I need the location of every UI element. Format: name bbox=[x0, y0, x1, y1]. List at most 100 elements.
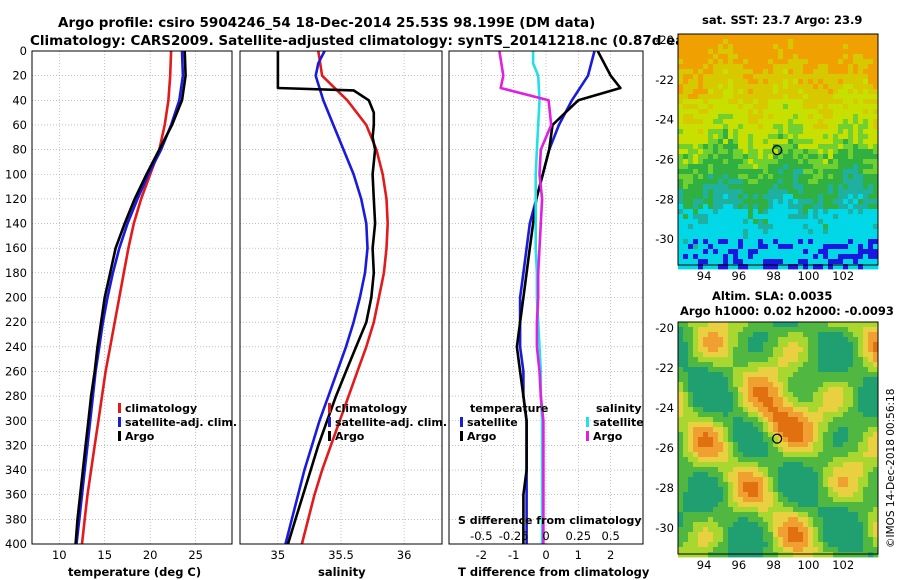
map-cell bbox=[818, 229, 824, 235]
map-cell bbox=[718, 59, 724, 65]
map-cell bbox=[738, 234, 744, 240]
map-cell bbox=[748, 422, 754, 428]
map-cell bbox=[803, 219, 809, 225]
argo-position-marker bbox=[771, 144, 783, 156]
map-cell bbox=[678, 367, 684, 373]
map-cell bbox=[828, 239, 834, 245]
sla-map-image bbox=[678, 322, 879, 558]
map-cell bbox=[713, 184, 719, 190]
map-cell bbox=[778, 224, 784, 230]
map-cell bbox=[773, 84, 779, 90]
map-cell bbox=[798, 79, 804, 85]
map-cell bbox=[768, 477, 774, 483]
map-cell bbox=[798, 199, 804, 205]
s-difference-label: S difference from climatology bbox=[458, 514, 642, 527]
map-cell bbox=[693, 154, 699, 160]
map-cell bbox=[688, 189, 694, 195]
map-cell bbox=[688, 54, 694, 60]
map-cell bbox=[833, 412, 839, 418]
map-cell bbox=[743, 84, 749, 90]
map-cell bbox=[708, 184, 714, 190]
map-cell bbox=[678, 442, 684, 448]
map-cell bbox=[733, 159, 739, 165]
map-cell bbox=[798, 144, 804, 150]
map-cell bbox=[828, 124, 834, 130]
legend-swatch-argo bbox=[328, 431, 331, 441]
map-cell bbox=[738, 362, 744, 368]
map-cell bbox=[718, 104, 724, 110]
map-cell bbox=[753, 442, 759, 448]
map-cell bbox=[823, 482, 829, 488]
map-cell bbox=[723, 407, 729, 413]
map-cell bbox=[703, 259, 709, 265]
map-cell bbox=[768, 522, 774, 528]
map-cell bbox=[718, 502, 724, 508]
map-cell bbox=[698, 552, 704, 558]
map-cell bbox=[678, 39, 684, 45]
map-cell bbox=[703, 397, 709, 403]
map-cell bbox=[733, 189, 739, 195]
map-cell bbox=[843, 387, 849, 393]
map-cell bbox=[708, 139, 714, 145]
map-cell bbox=[858, 134, 864, 140]
map-cell bbox=[693, 159, 699, 165]
map-cell bbox=[783, 412, 789, 418]
map-cell bbox=[698, 139, 704, 145]
map-cell bbox=[813, 109, 819, 115]
map-cell bbox=[783, 552, 789, 558]
map-cell bbox=[773, 169, 779, 175]
map-cell bbox=[713, 322, 719, 328]
map-cell bbox=[743, 367, 749, 373]
map-cell bbox=[853, 522, 859, 528]
map-cell bbox=[773, 457, 779, 463]
map-cell bbox=[788, 547, 794, 553]
map-cell bbox=[758, 497, 764, 503]
map-cell bbox=[853, 79, 859, 85]
sst-map-frame bbox=[677, 33, 879, 266]
map-cell bbox=[768, 94, 774, 100]
map-cell bbox=[748, 94, 754, 100]
map-cell bbox=[778, 537, 784, 543]
x-tick-label: 35.5 bbox=[328, 548, 354, 562]
map-cell bbox=[803, 537, 809, 543]
map-cell bbox=[843, 239, 849, 245]
map-cell bbox=[853, 452, 859, 458]
map-cell bbox=[788, 422, 794, 428]
map-cell bbox=[863, 219, 869, 225]
map-cell bbox=[823, 119, 829, 125]
map-cell bbox=[793, 362, 799, 368]
map-cell bbox=[713, 134, 719, 140]
map-cell bbox=[843, 69, 849, 75]
map-cell bbox=[778, 467, 784, 473]
map-cell bbox=[848, 432, 854, 438]
map-cell bbox=[728, 109, 734, 115]
map-cell bbox=[723, 367, 729, 373]
map-cell bbox=[848, 134, 854, 140]
map-cell bbox=[683, 139, 689, 145]
map-cell bbox=[808, 367, 814, 373]
map-cell bbox=[683, 482, 689, 488]
map-cell bbox=[823, 447, 829, 453]
map-cell bbox=[773, 342, 779, 348]
map-cell bbox=[808, 467, 814, 473]
map-cell bbox=[798, 34, 804, 40]
map-cell bbox=[858, 99, 864, 105]
map-cell bbox=[838, 492, 844, 498]
map-cell bbox=[858, 362, 864, 368]
map-cell bbox=[823, 367, 829, 373]
map-cell bbox=[843, 209, 849, 215]
map-cell bbox=[718, 214, 724, 220]
map-cell bbox=[693, 492, 699, 498]
map-cell bbox=[833, 204, 839, 210]
map-cell bbox=[698, 337, 704, 343]
map-cell bbox=[723, 174, 729, 180]
map-cell bbox=[768, 377, 774, 383]
map-cell bbox=[788, 517, 794, 523]
map-cell bbox=[773, 332, 779, 338]
map-cell bbox=[693, 184, 699, 190]
map-cell bbox=[768, 517, 774, 523]
map-cell bbox=[773, 412, 779, 418]
map-cell bbox=[838, 259, 844, 265]
map-cell bbox=[873, 492, 879, 498]
map-cell bbox=[748, 239, 754, 245]
